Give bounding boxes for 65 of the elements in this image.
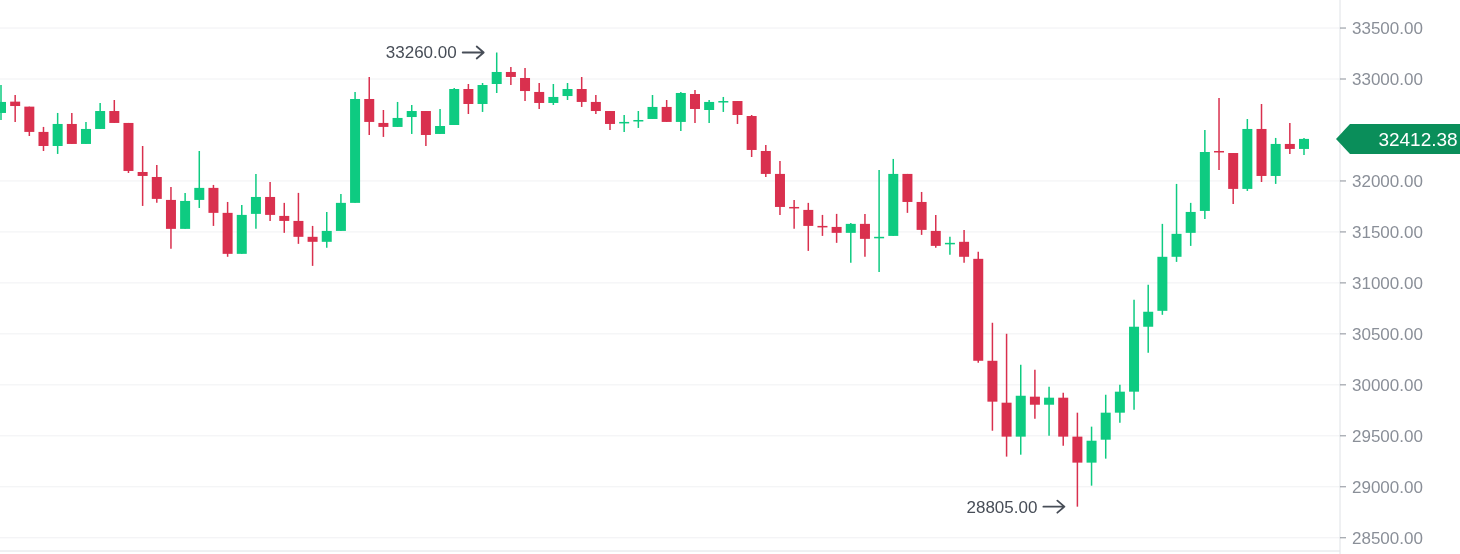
candlestick [1185,202,1196,247]
candlestick [10,94,21,123]
annotation: 33260.00 [385,43,457,63]
candlestick [151,164,162,204]
candlestick [1086,425,1097,487]
candlestick [576,76,587,108]
candlestick [52,112,63,155]
candlestick [520,67,531,102]
y-tick-label: 28500.00 [1352,528,1423,548]
annotation: 28805.00 [966,497,1038,517]
candlestick [463,83,474,115]
candlestick [491,51,502,94]
candlestick [392,101,403,128]
y-tick-label: 32000.00 [1352,171,1423,191]
candlestick [194,150,205,209]
candlestick [293,192,304,245]
candlestick [732,100,743,125]
candlestick [831,213,842,244]
y-tick-label: 29500.00 [1352,426,1423,446]
y-tick-label: 31500.00 [1352,222,1423,242]
candlestick [406,104,417,135]
candlestick [661,99,672,123]
y-tick-label: 29000.00 [1352,477,1423,497]
candlestick [321,211,332,249]
y-tick-label: 33500.00 [1352,18,1423,38]
candlestick [959,229,970,264]
candlestick [590,94,601,115]
y-tick-label: 33000.00 [1352,69,1423,89]
y-tick-label: 31000.00 [1352,273,1423,293]
candlestick [137,145,148,207]
candlestick [477,82,488,113]
candlestick [95,102,106,130]
candlestick [605,110,616,131]
candlestick [760,144,771,178]
candlestick [364,76,375,136]
candlestick [435,108,446,135]
candlestick [80,121,91,145]
candlestick [378,109,389,138]
candlestick [1284,122,1295,155]
y-tick-label: 30500.00 [1352,324,1423,344]
candlestick [704,99,715,124]
candlestick [1143,284,1154,354]
candlestick [265,181,276,222]
candlestick [1114,384,1125,424]
candlestick [1171,183,1182,263]
candlestick [859,213,870,258]
candlestick [1044,385,1055,437]
candlestick [647,94,658,120]
candlestick [505,66,516,86]
text: 32412.38 [1378,128,1458,150]
candlestick [803,202,814,252]
candlestick [250,173,261,230]
candlestick [548,83,559,106]
candlestick [1029,369,1040,420]
candlestick [845,222,856,264]
candlestick [307,225,318,267]
candlestick [930,214,941,249]
candlestick [534,82,545,110]
candlestick [66,112,77,145]
candlestick [109,99,120,124]
candlestick [38,126,49,152]
candlestick [420,110,431,147]
y-tick-label: 30000.00 [1352,375,1423,395]
candlestick [689,89,700,124]
candlestick [279,202,290,234]
